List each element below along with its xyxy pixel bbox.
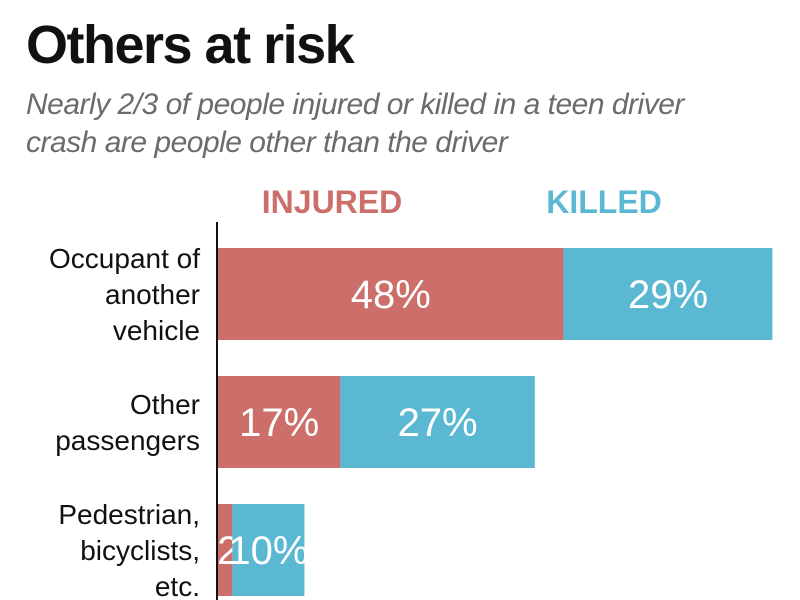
value-label: 27%: [398, 401, 478, 445]
value-label: 17%: [239, 401, 319, 445]
legend-killed: KILLED: [546, 184, 662, 220]
value-label: 48%: [351, 273, 431, 317]
chart-title: Others at risk: [26, 15, 355, 75]
chart-subtitle: Nearly 2/3 of people injured or killed i…: [26, 88, 684, 159]
bar-injured: [218, 504, 233, 596]
category-label: Occupant of another vehicle: [49, 243, 200, 346]
category-label: Other passengers: [55, 389, 200, 456]
bar-killed: [340, 376, 535, 468]
bar-injured: [218, 376, 341, 468]
bar-injured: [218, 248, 564, 340]
category-label: Pedestrian, bicyclists, etc.: [58, 499, 200, 600]
value-label: 10%: [228, 529, 308, 573]
bar-killed: [232, 504, 305, 596]
bar-killed: [563, 248, 773, 340]
legend-injured: INJURED: [262, 184, 402, 220]
value-label: 29%: [628, 273, 708, 317]
